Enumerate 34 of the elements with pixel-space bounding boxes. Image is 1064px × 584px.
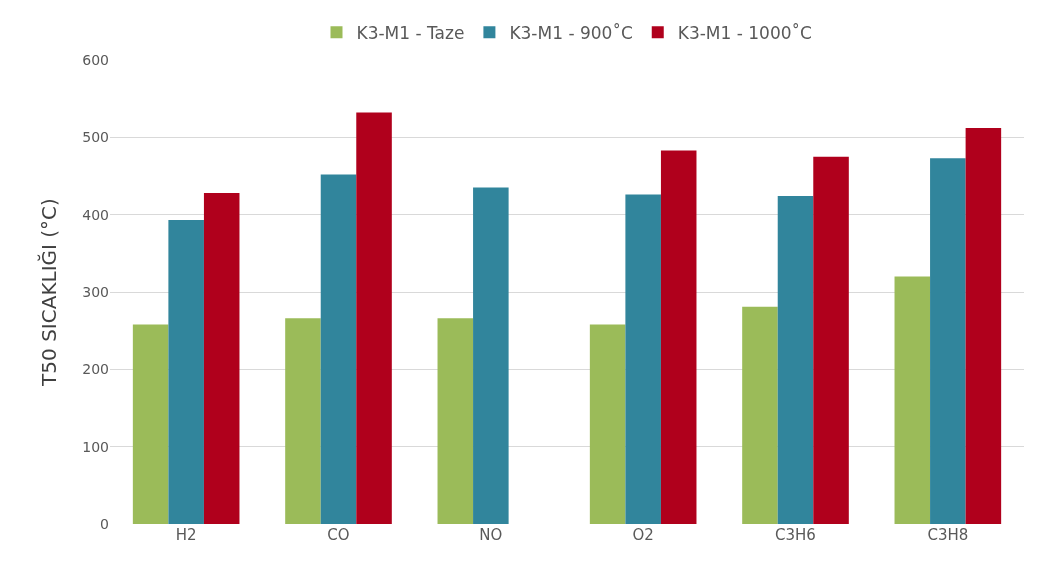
y-tick-label: 0 [100,515,109,532]
bar [660,150,697,524]
bar [437,318,474,524]
x-tick-label: NO [479,526,503,544]
y-tick-label: 100 [82,438,109,455]
x-tick-label: CO [327,526,350,544]
bar [473,187,509,524]
bar [589,324,626,524]
y-axis-title: T50 SICAKLIĞI (°C) [36,198,61,387]
y-tick-label: 400 [82,206,109,223]
x-tick-label: O2 [632,526,654,544]
bar [356,112,392,524]
legend-label: K3-M1 - 1000˚C [677,22,812,43]
bar [168,220,204,524]
legend-label: K3-M1 - 900˚C [509,22,633,43]
bar [930,158,966,524]
y-tick-label: 300 [82,283,109,300]
bar [813,156,849,524]
y-tick-label: 500 [82,129,109,146]
bar [742,306,778,524]
bar [894,276,931,524]
y-tick-label: 200 [82,361,109,378]
x-tick-label: C3H8 [927,526,969,544]
bar [285,318,321,524]
bar [132,324,169,524]
legend-label: K3-M1 - Taze [356,22,465,43]
x-tick-label: H2 [175,526,197,544]
bar [625,194,661,524]
bar [203,193,240,524]
bar [777,196,814,524]
bar [320,174,357,524]
x-tick-label: C3H6 [775,526,816,544]
y-tick-label: 600 [82,51,109,68]
bar [965,128,1002,524]
